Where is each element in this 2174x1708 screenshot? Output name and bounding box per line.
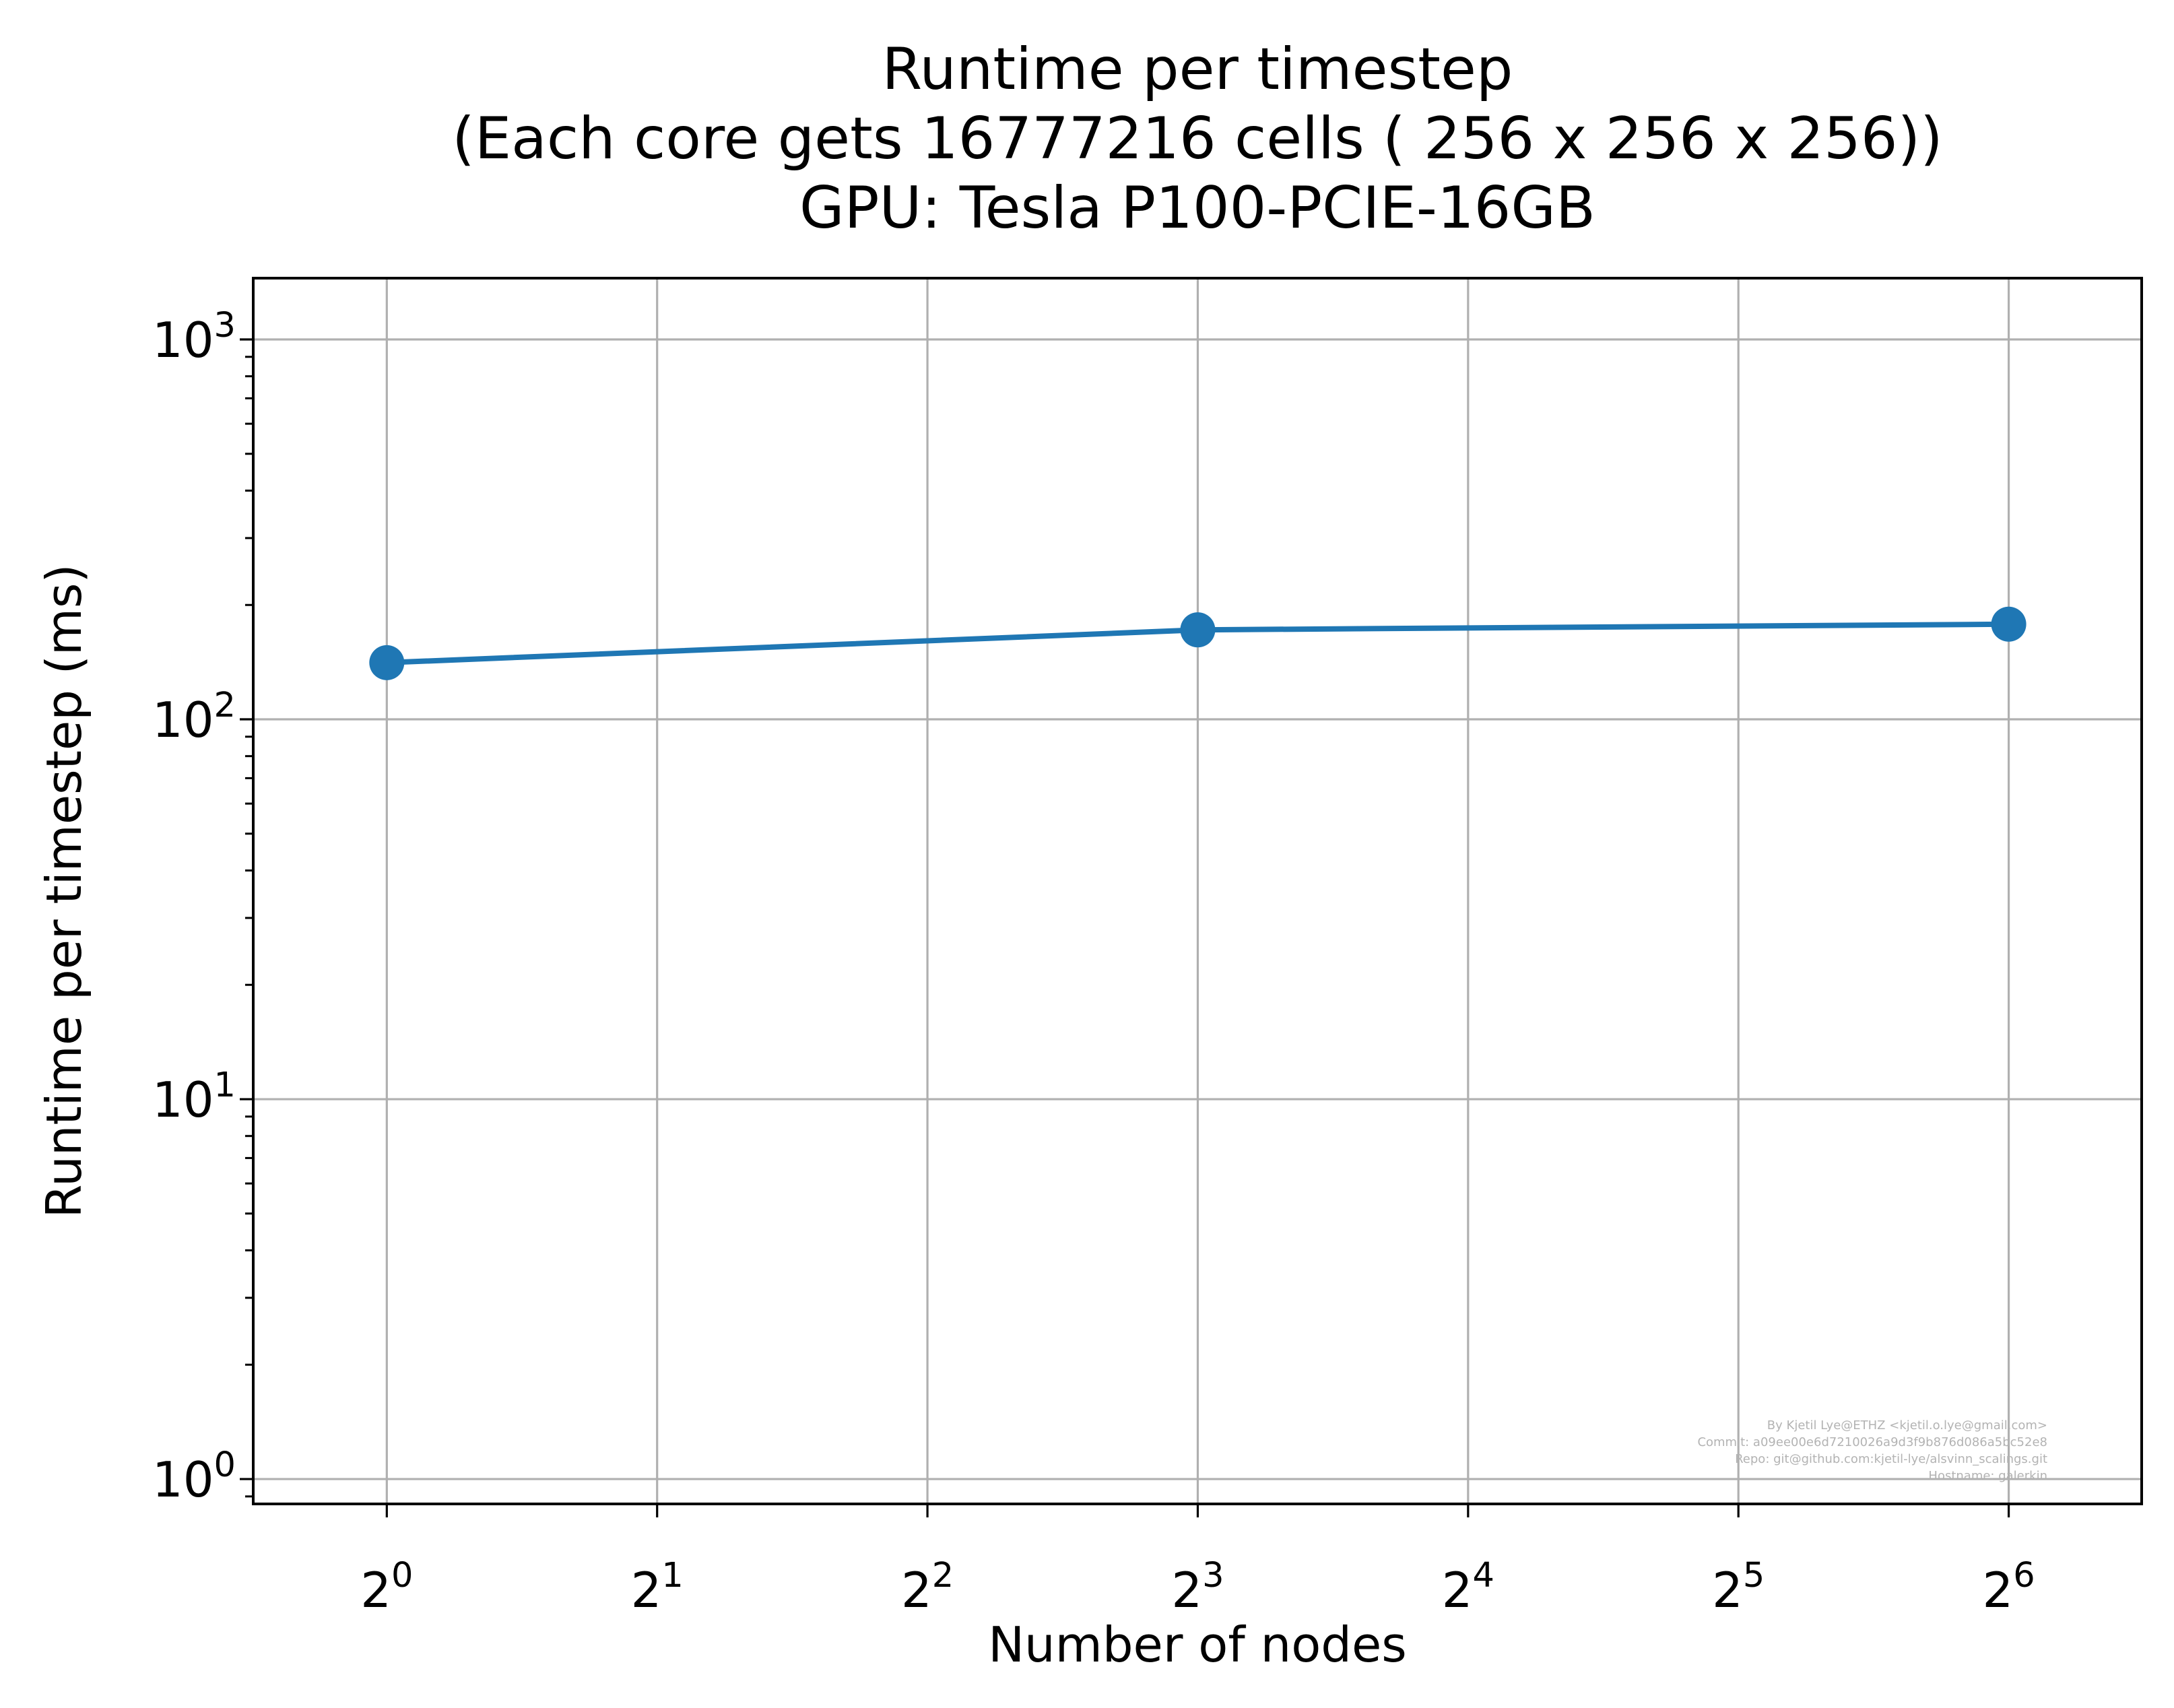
x-axis-ticks: 20 21 22 23 24 25 26 xyxy=(360,1504,2035,1618)
plot-frame xyxy=(252,277,2143,1505)
title-line-3: GPU: Tesla P100-PCIE-16GB xyxy=(799,174,1595,242)
data-point-0-1 xyxy=(1180,612,1216,648)
x-tick-label-4: 24 xyxy=(1442,1556,1494,1618)
y-tick-label-3: 103 xyxy=(152,306,236,368)
series-group xyxy=(369,606,2027,680)
x-tick-label-5: 25 xyxy=(1712,1556,1765,1618)
grid-lines xyxy=(253,278,2142,1504)
x-axis-label: Number of nodes xyxy=(988,1616,1407,1673)
x-tick-label-0: 20 xyxy=(360,1556,413,1618)
title-line-1: Runtime per timestep xyxy=(882,36,1513,103)
annotation-line-4: Hostname: galerkin xyxy=(1928,1469,2047,1483)
x-tick-label-2: 22 xyxy=(901,1556,954,1618)
annotation-line-2: Commit: a09ee00e6d7210026a9d3f9b876d086a… xyxy=(1697,1435,2047,1449)
author-annotation: By Kjetil Lye@ETHZ <kjetil.o.lye@gmail.c… xyxy=(1697,1418,2047,1483)
title-line-2: (Each core gets 16777216 cells ( 256 x 2… xyxy=(452,105,1942,172)
y-tick-label-1: 101 xyxy=(152,1065,236,1128)
data-point-0-0 xyxy=(369,645,405,680)
y-tick-label-0: 100 xyxy=(152,1445,236,1508)
y-axis-ticks: 100 101 102 103 xyxy=(152,306,253,1508)
y-tick-label-2: 102 xyxy=(152,686,236,748)
x-tick-label-6: 26 xyxy=(1982,1556,2035,1618)
chart-title: Runtime per timestep (Each core gets 167… xyxy=(452,36,1942,242)
data-point-0-2 xyxy=(1991,606,2027,642)
annotation-line-3: Repo: git@github.com:kjetil-lye/alsvinn_… xyxy=(1735,1452,2047,1466)
x-tick-label-1: 21 xyxy=(631,1556,684,1618)
x-tick-label-3: 23 xyxy=(1171,1556,1224,1618)
y-axis-label: Runtime per timestep (ms) xyxy=(36,564,92,1218)
annotation-line-1: By Kjetil Lye@ETHZ <kjetil.o.lye@gmail.c… xyxy=(1767,1418,2047,1433)
